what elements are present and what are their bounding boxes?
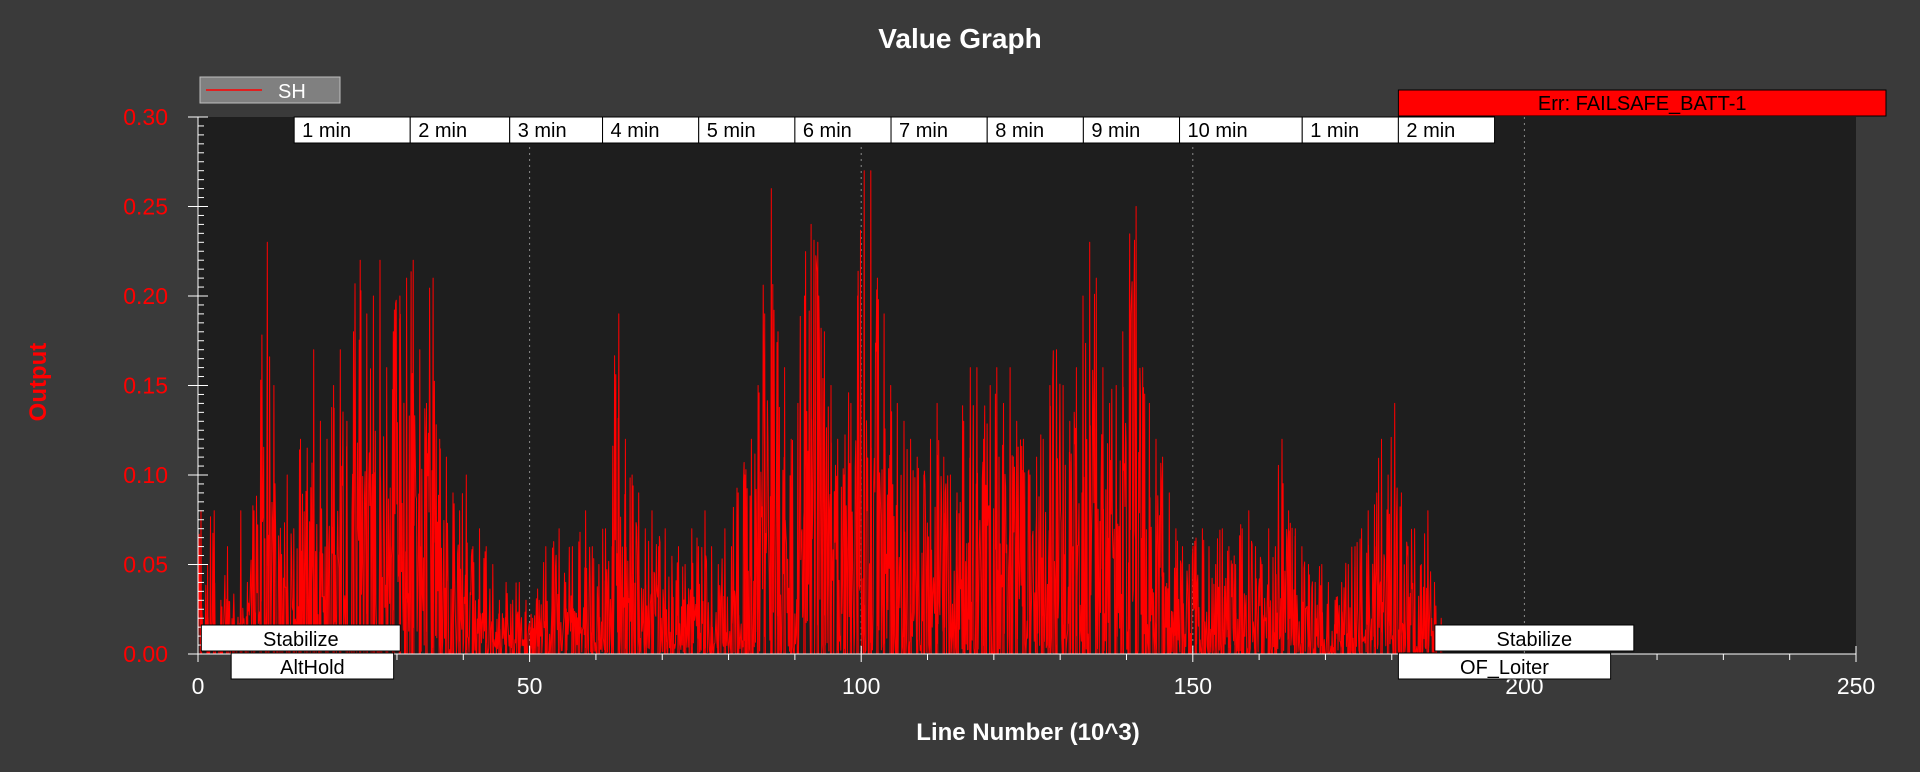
legend[interactable]: SH xyxy=(199,76,341,104)
flight-mode-box xyxy=(200,624,401,652)
plot-area xyxy=(198,117,1856,654)
error-banner xyxy=(1397,89,1887,117)
y-tick-label: 0.25 xyxy=(123,194,168,220)
time-marker-box xyxy=(1082,116,1181,144)
flight-mode-box xyxy=(230,652,395,680)
series-line-sh xyxy=(197,170,1443,655)
time-marker-label: 6 min xyxy=(803,120,852,142)
time-marker-box xyxy=(890,116,988,144)
time-marker-box xyxy=(1397,116,1496,144)
x-tick-label: 150 xyxy=(1174,673,1212,699)
x-tick-label: 100 xyxy=(842,673,880,699)
y-tick-label: 0.15 xyxy=(123,373,168,399)
y-tick-label: 0.00 xyxy=(123,641,168,667)
x-tick-label: 0 xyxy=(192,673,205,699)
time-marker-label: 10 min xyxy=(1188,120,1248,142)
flight-mode-label: Stabilize xyxy=(1497,629,1573,651)
time-marker-label: 2 min xyxy=(1406,120,1455,142)
y-tick-label: 0.10 xyxy=(123,462,168,488)
time-marker-label: 1 min xyxy=(302,120,351,142)
y-axis-label: Output xyxy=(25,343,52,422)
time-marker-box xyxy=(698,116,796,144)
time-marker-box xyxy=(986,116,1084,144)
flight-mode-box xyxy=(1397,652,1612,680)
time-marker-box xyxy=(509,116,604,144)
chart-title: Value Graph xyxy=(878,23,1041,54)
flight-mode-label: OF_Loiter xyxy=(1460,657,1549,679)
x-tick-label: 50 xyxy=(517,673,543,699)
flight-mode-box xyxy=(1434,624,1635,652)
time-marker-label: 3 min xyxy=(518,120,567,142)
x-axis-label: Line Number (10^3) xyxy=(916,719,1139,746)
time-marker-label: 5 min xyxy=(707,120,756,142)
legend-label-sh: SH xyxy=(278,81,306,103)
y-tick-label: 0.05 xyxy=(123,552,168,578)
time-marker-label: 9 min xyxy=(1091,120,1140,142)
time-marker-label: 1 min xyxy=(1310,120,1359,142)
error-banner-label: Err: FAILSAFE_BATT-1 xyxy=(1538,93,1747,115)
time-marker-label: 2 min xyxy=(418,120,467,142)
time-marker-box xyxy=(794,116,892,144)
flight-mode-label: Stabilize xyxy=(263,629,339,651)
time-marker-label: 7 min xyxy=(899,120,948,142)
time-marker-label: 8 min xyxy=(995,120,1044,142)
x-tick-label: 250 xyxy=(1837,673,1875,699)
time-marker-box xyxy=(602,116,700,144)
y-tick-label: 0.30 xyxy=(123,104,168,130)
time-marker-label: 4 min xyxy=(611,120,660,142)
flight-mode-label: AltHold xyxy=(280,657,344,679)
y-tick-label: 0.20 xyxy=(123,283,168,309)
